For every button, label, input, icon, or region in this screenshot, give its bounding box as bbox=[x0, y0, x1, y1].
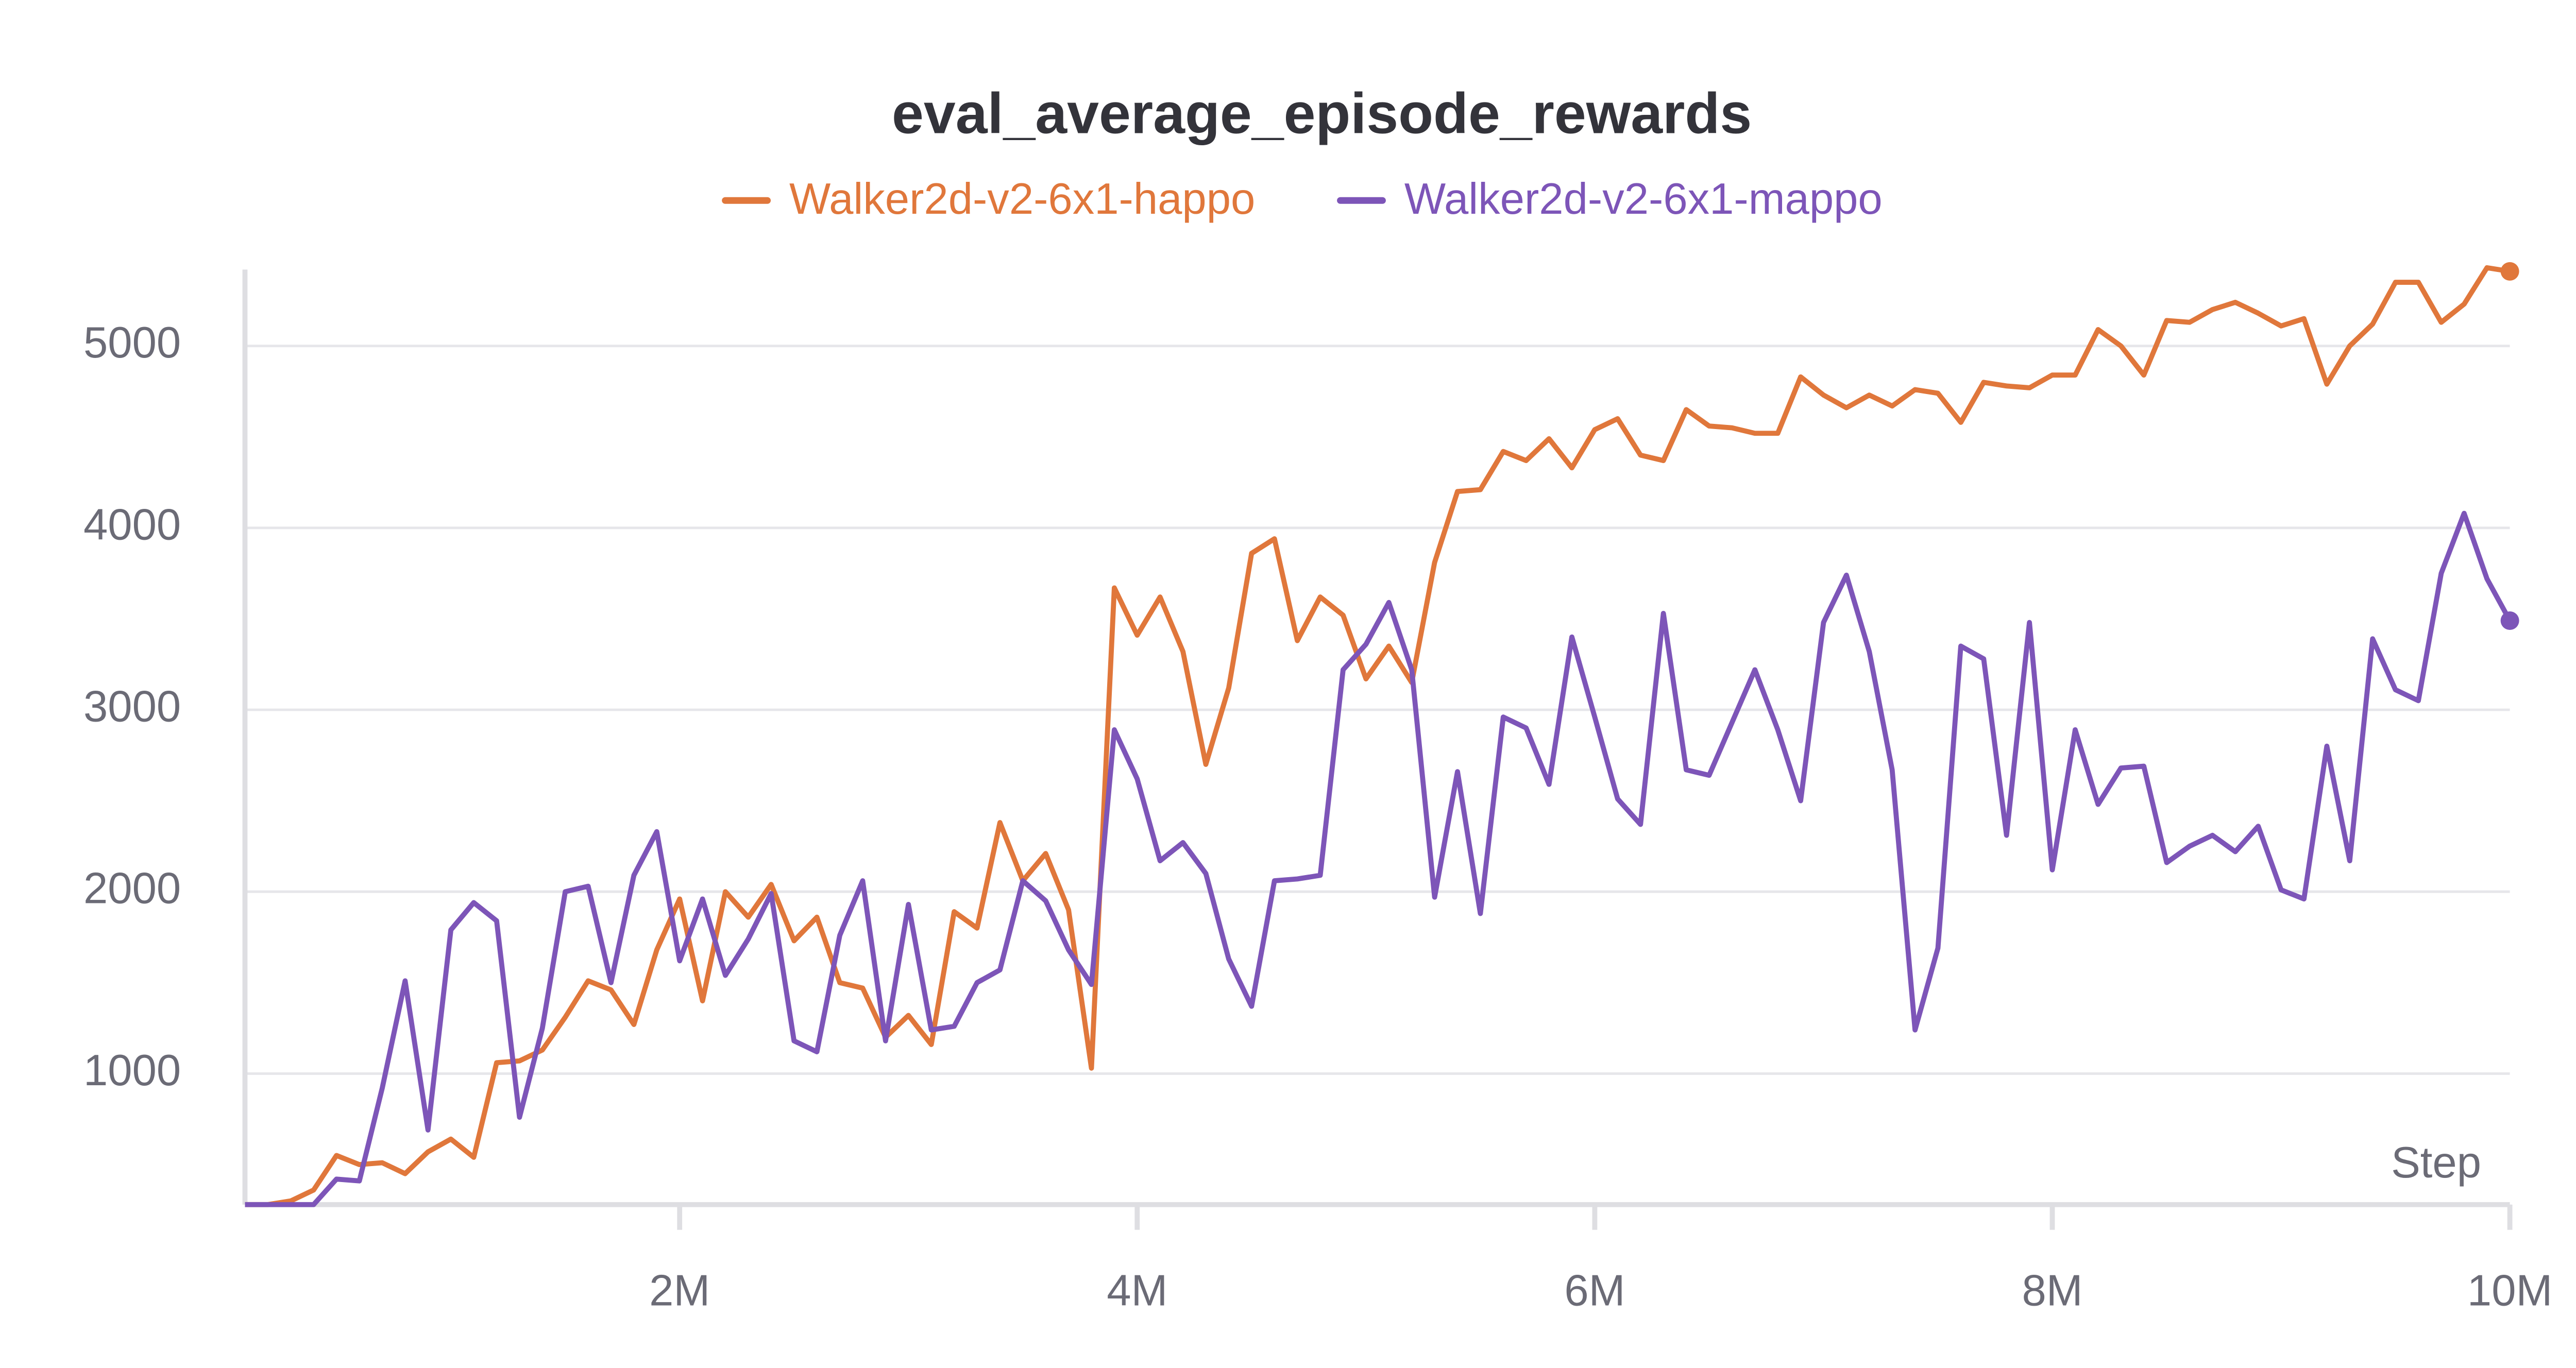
x-tick-label: 2M bbox=[649, 1267, 710, 1315]
legend-label: Walker2d-v2-6x1-happo bbox=[789, 175, 1255, 224]
x-tick-label: 8M bbox=[2022, 1267, 2082, 1315]
x-tick-label: 10M bbox=[2467, 1267, 2552, 1315]
series-line bbox=[245, 265, 2511, 1207]
end-marker bbox=[2500, 262, 2519, 281]
x-tick-label: 4M bbox=[1107, 1267, 1167, 1315]
y-tick-label: 5000 bbox=[83, 318, 181, 367]
legend-label: Walker2d-v2-6x1-mappo bbox=[1404, 175, 1883, 224]
y-tick-label: 3000 bbox=[83, 682, 181, 731]
y-tick-label: 1000 bbox=[83, 1046, 181, 1095]
y-tick-label: 2000 bbox=[83, 864, 181, 913]
x-tick-label: 6M bbox=[1564, 1267, 1625, 1315]
series-line bbox=[245, 510, 2512, 1207]
chart-title: eval_average_episode_rewards bbox=[892, 81, 1752, 145]
end-marker bbox=[2500, 611, 2519, 630]
y-tick-label: 4000 bbox=[83, 500, 181, 549]
x-axis-label: Step bbox=[2391, 1138, 2481, 1187]
